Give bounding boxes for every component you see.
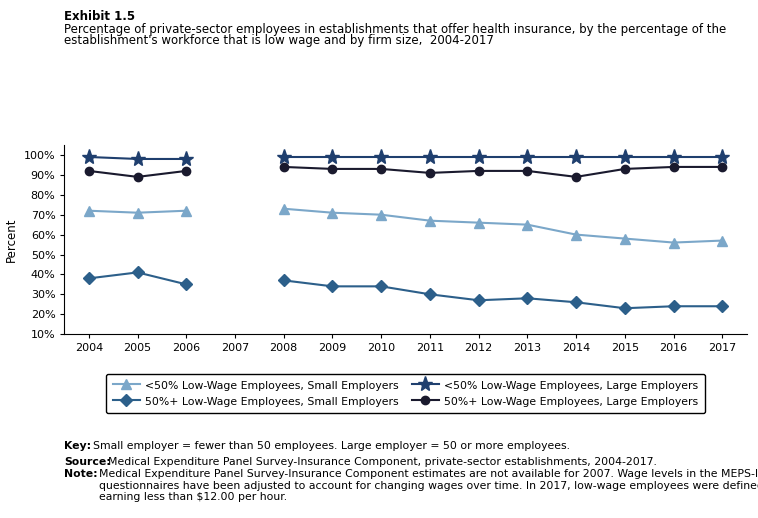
Text: earning less than $12.00 per hour.: earning less than $12.00 per hour. [99, 492, 287, 502]
Text: Percentage of private-sector employees in establishments that offer health insur: Percentage of private-sector employees i… [64, 23, 727, 36]
Text: Source:: Source: [64, 457, 111, 467]
Text: Note:: Note: [64, 469, 98, 479]
Text: Key:: Key: [64, 441, 92, 451]
Text: establishment's workforce that is low wage and by firm size,  2004-2017: establishment's workforce that is low wa… [64, 34, 494, 47]
Text: Exhibit 1.5: Exhibit 1.5 [64, 10, 136, 23]
Y-axis label: Percent: Percent [5, 218, 18, 262]
Legend: <50% Low-Wage Employees, Small Employers, 50%+ Low-Wage Employees, Small Employe: <50% Low-Wage Employees, Small Employers… [106, 373, 705, 413]
Text: questionnaires have been adjusted to account for changing wages over time. In 20: questionnaires have been adjusted to acc… [99, 481, 758, 491]
Text: Small employer = fewer than 50 employees. Large employer = 50 or more employees.: Small employer = fewer than 50 employees… [93, 441, 570, 451]
Text: Medical Expenditure Panel Survey-Insurance Component, private-sector establishme: Medical Expenditure Panel Survey-Insuran… [108, 457, 657, 467]
Text: Medical Expenditure Panel Survey-Insurance Component estimates are not available: Medical Expenditure Panel Survey-Insuran… [99, 469, 758, 479]
